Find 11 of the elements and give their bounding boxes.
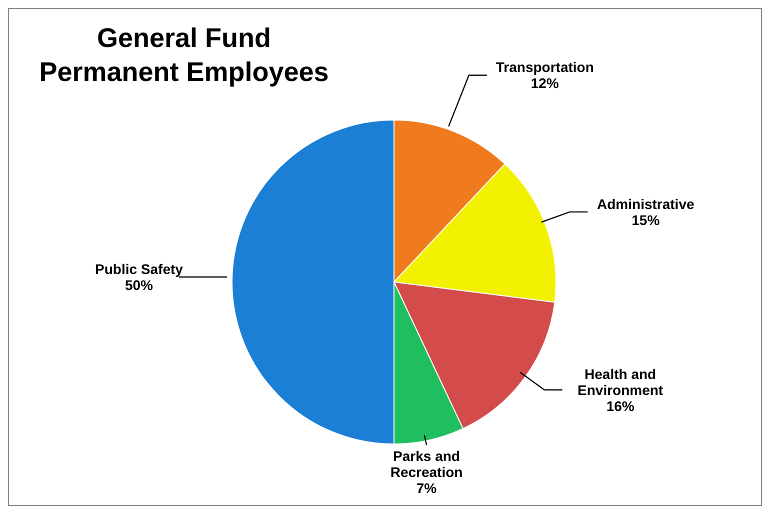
chart-title: General Fund Permanent Employees bbox=[38, 22, 330, 89]
slice-label: Health and Environment bbox=[578, 366, 664, 398]
data-label: 12% bbox=[530, 75, 560, 92]
data-label: 16% bbox=[606, 398, 635, 414]
slice-label: Public Safety bbox=[95, 261, 184, 277]
data-label: 15% bbox=[632, 212, 660, 228]
slice-label: Transportation bbox=[496, 59, 594, 76]
slice-label: Parks and Recreation bbox=[390, 448, 463, 480]
slice-label: Administrative bbox=[597, 196, 694, 212]
data-label: 7% bbox=[416, 480, 438, 496]
data-label: 50% bbox=[124, 277, 154, 293]
